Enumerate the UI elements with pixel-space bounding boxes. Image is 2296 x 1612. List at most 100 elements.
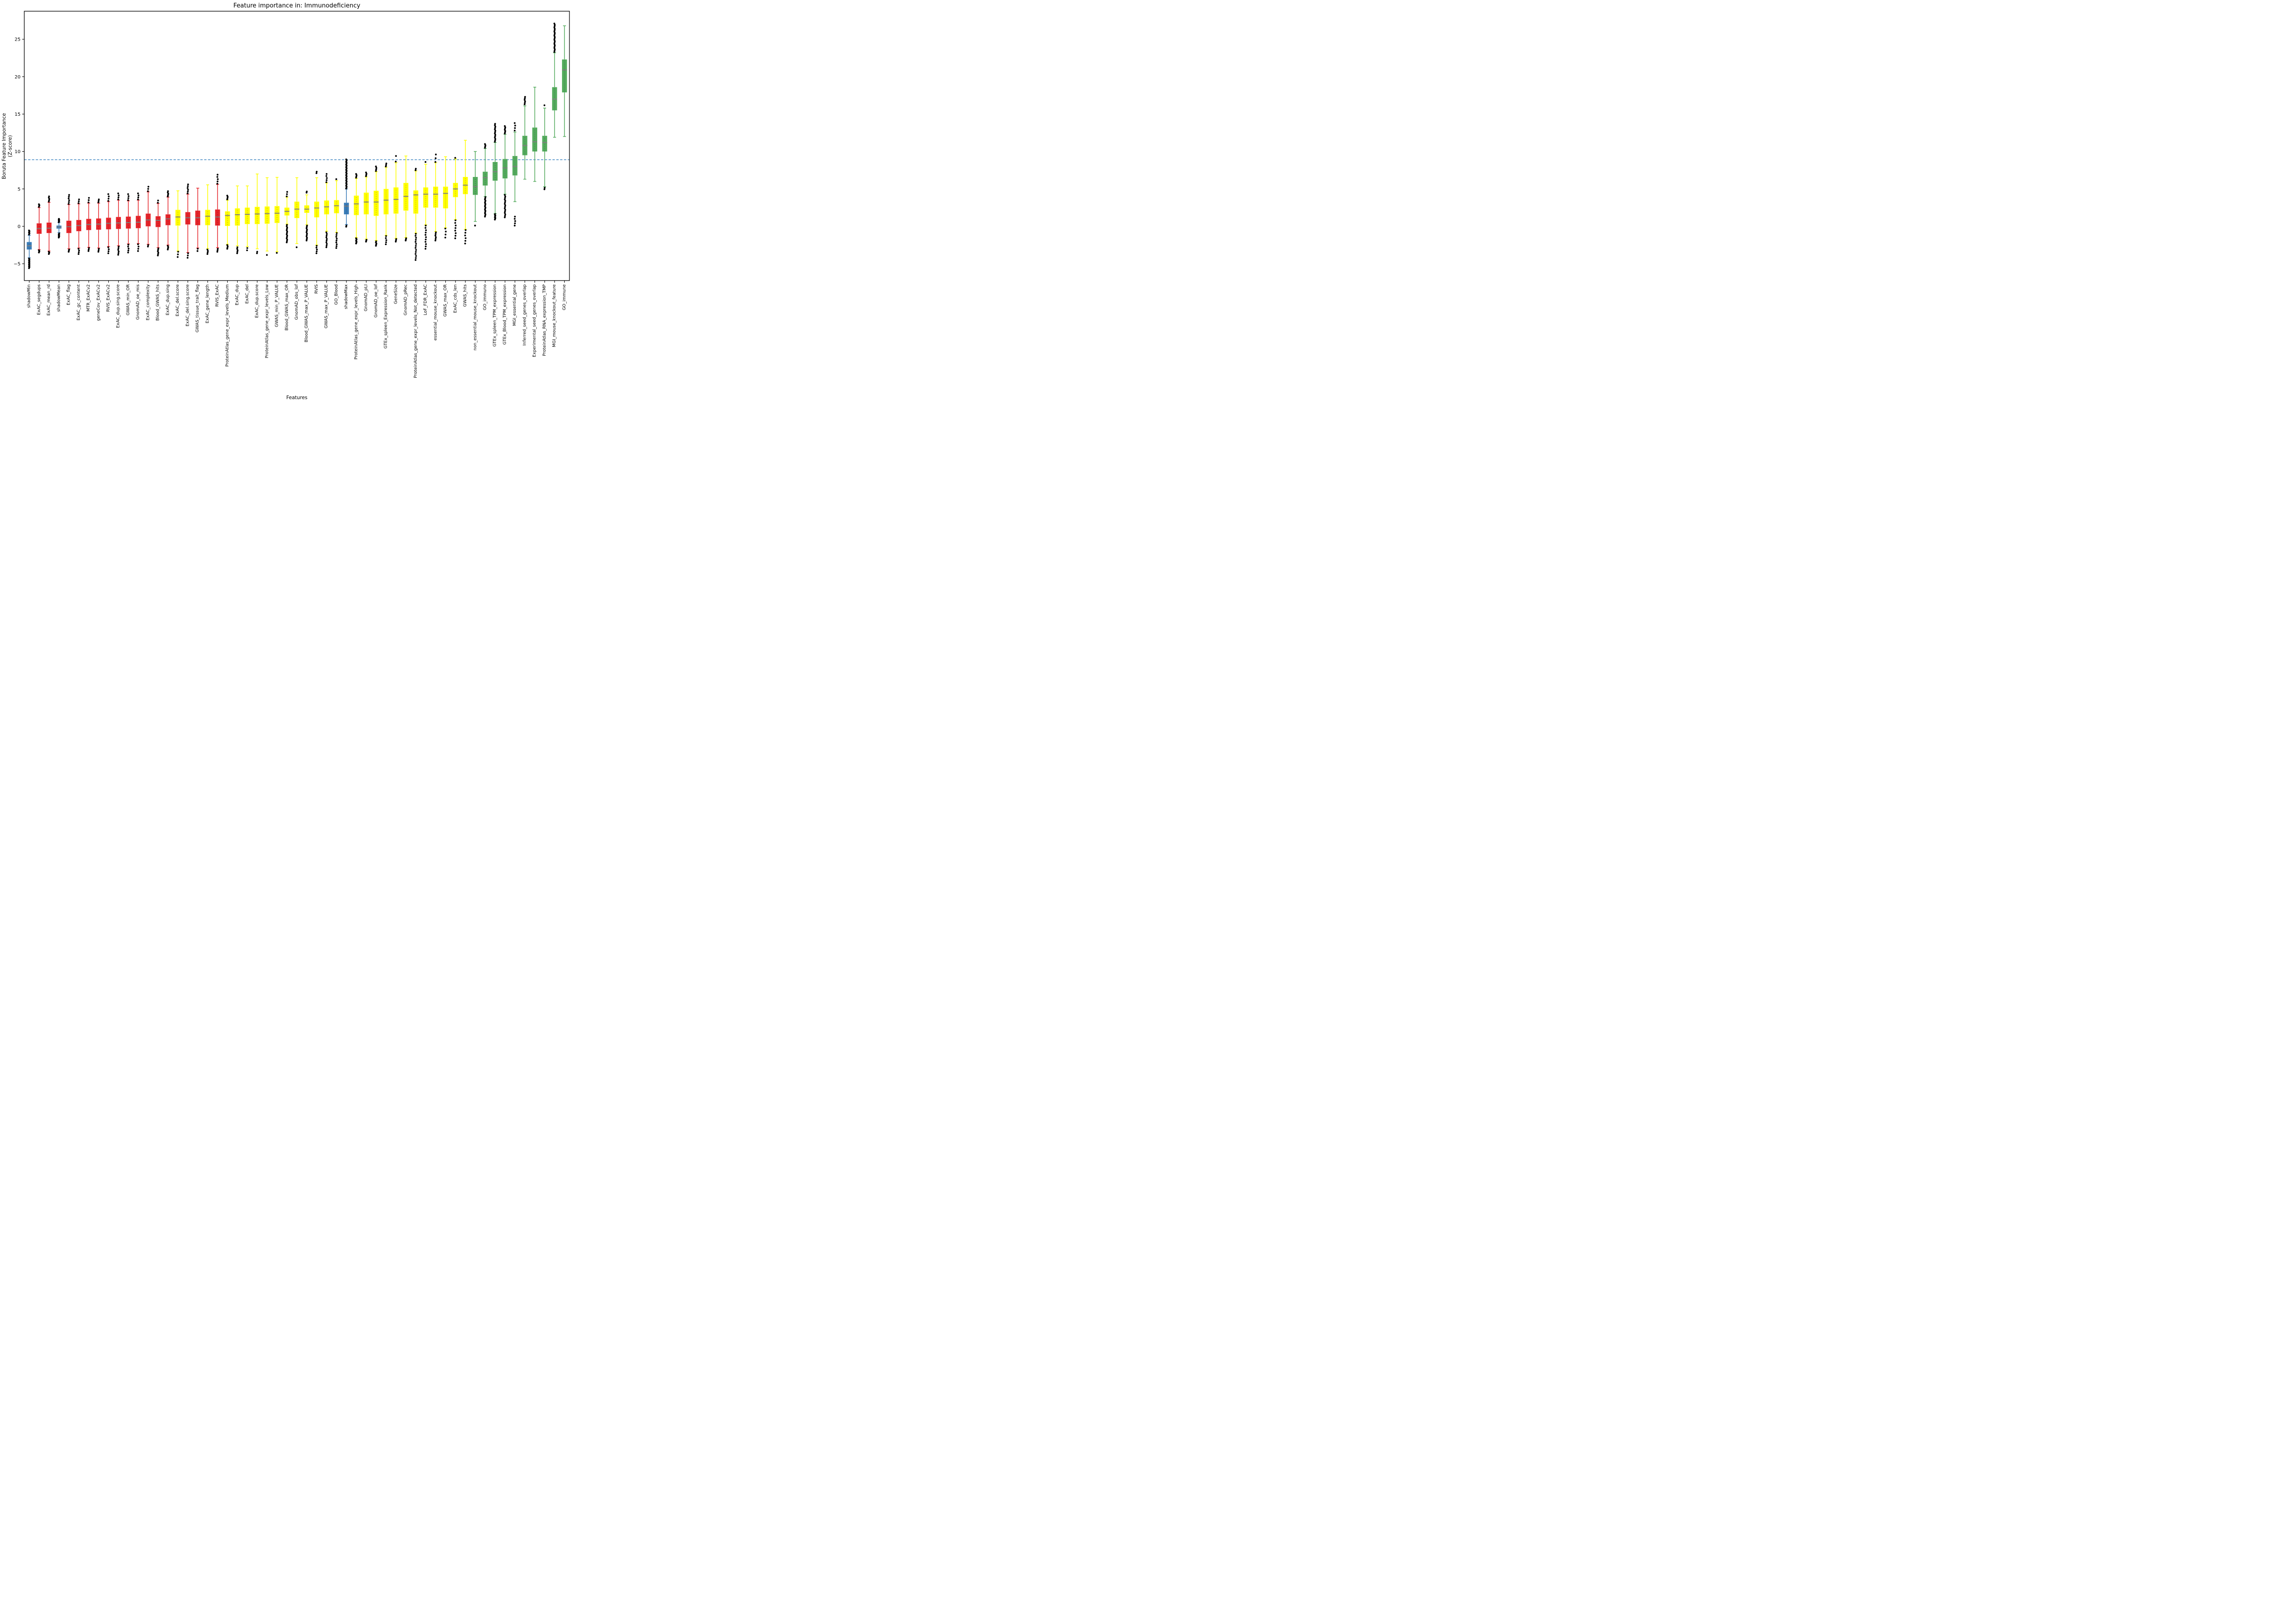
outlier-dot [494,131,496,133]
outlier-dot [187,183,189,185]
outlier-dot [177,253,179,255]
outlier-dot [394,161,397,163]
outlier-dot [464,242,466,245]
outlier-dot [494,138,497,140]
outlier-dot [246,247,248,249]
outlier-dot [424,234,427,236]
outlier-dot [395,155,397,157]
outlier-dot [375,165,377,168]
outlier-dot [88,248,90,251]
outlier-dot [553,35,555,37]
x-axis-label: Features [286,395,307,401]
boruta-feature-importance-figure: Feature importance in: Immunodeficiency … [0,0,574,403]
outlier-dot [325,246,328,248]
x-tick-label: ExAC_dup.score [255,284,260,318]
box-iqr [364,192,369,215]
outlier-dot [88,197,90,199]
outlier-dot [157,254,159,257]
outlier-dot [336,238,338,240]
outlier-dot [454,230,456,232]
outlier-dot [543,188,546,190]
outlier-dot [256,251,258,253]
outlier-dot [78,198,80,200]
outlier-dot [425,243,427,245]
y-tick-label: 0 [18,224,21,229]
outlier-dot [504,203,506,205]
outlier-dot [504,206,506,208]
x-tick-label: MGI_mouse_knockout_feature [552,284,557,347]
outlier-dot [107,252,109,254]
outlier-dot [217,174,219,176]
outlier-dot [97,251,99,253]
outlier-dot [554,42,556,43]
outlier-dot [494,213,496,215]
outlier-dot [504,204,506,206]
box-iqr [344,203,349,215]
outlier-dot [385,165,387,168]
outlier-dot [147,244,149,246]
outlier-dot [553,47,555,49]
outlier-dot [464,239,466,242]
outlier-dot [455,232,457,234]
outlier-dot [316,250,318,253]
outlier-dot [38,249,40,251]
outlier-dot [345,158,347,161]
outlier-dot [206,253,209,255]
outlier-dot [513,225,516,227]
x-tick-label: GO_immune [562,284,567,310]
x-tick-label: RVIS_ExACv2 [106,284,111,312]
outlier-dot [286,233,288,235]
x-tick-label: essential_mouse_knockout [433,284,438,341]
x-tick-label: ExAC_gene_length [205,284,210,323]
outlier-dot [375,240,377,242]
outlier-dot [68,248,70,251]
x-tick-label: GO_Blood [334,284,339,305]
box-iqr [314,201,319,218]
box-iqr [373,190,379,216]
outlier-dot [524,96,526,98]
outlier-dot [286,228,288,230]
outlier-dot [286,234,288,237]
outlier-dot [147,190,149,192]
outlier-dot [335,178,337,180]
outlier-dot [504,210,506,212]
outlier-dot [286,237,288,239]
outlier-dot [306,237,308,239]
x-tick-label: ExAC_del.score [176,284,180,317]
x-tick-label: ProteinAtlas_RNA_expression_TMP [542,284,547,356]
outlier-dot [425,225,427,227]
x-tick-label: ExAC_del.sing.score [185,284,190,327]
outlier-dot [187,190,189,193]
outlier-dot [554,29,556,31]
outlier-dot [494,126,497,128]
outlier-dot [375,170,377,172]
outlier-dot [365,171,367,174]
outlier-dot [455,225,457,226]
outlier-dot [127,197,129,199]
outlier-dot [295,246,298,248]
y-tick-label: 20 [14,75,21,80]
outlier-dot [117,192,119,195]
x-tick-label: Blood_GWAS_max_P_VALUE [304,284,309,343]
box-iqr [254,207,260,224]
outlier-dot [504,200,506,202]
outlier-dot [326,243,328,245]
outlier-dot [316,246,317,249]
plot-frame [24,11,570,281]
x-tick-label: ExAC_flag [67,284,71,305]
x-tick-label: GnomAD_oe_mis [136,284,140,320]
outlier-dot [107,200,109,202]
x-tick-label: GnomAD_oe_lof [374,284,379,317]
outlier-dot [305,235,308,238]
outlier-dot [236,247,238,250]
outlier-dot [504,212,506,214]
outlier-dot [77,202,80,204]
outlier-dot [553,30,555,33]
box-iqr [274,206,280,223]
outlier-dot [68,196,70,198]
x-tick-label: shadowMax [344,284,349,309]
outlier-dot [68,199,70,201]
outlier-dot [514,220,516,222]
box-iqr [175,210,181,226]
x-tick-label: GTEx_spleen_Expression_Rank [384,284,388,348]
